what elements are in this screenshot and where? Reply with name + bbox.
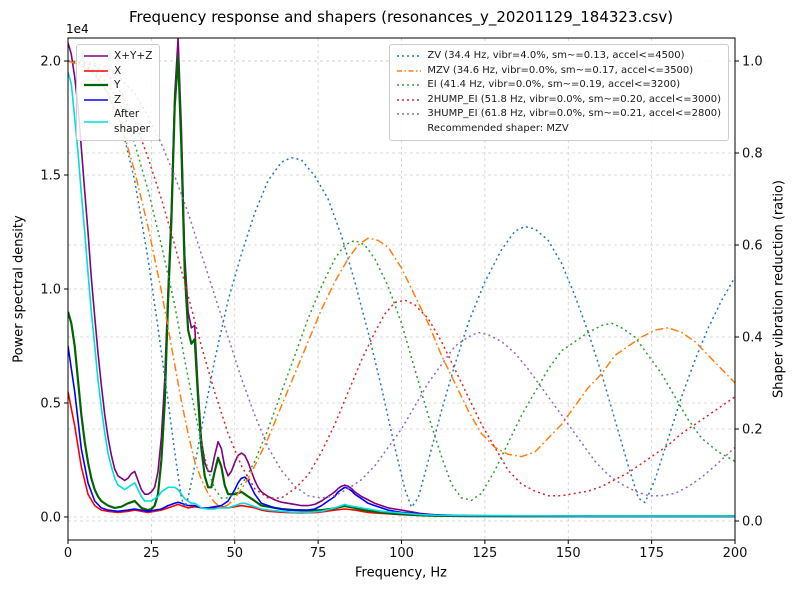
curve-psd-y bbox=[68, 55, 735, 518]
curves bbox=[68, 38, 735, 518]
legend-entry-ei: EI (41.4 Hz, vibr=0.0%, sm~=0.19, accel<… bbox=[396, 78, 721, 93]
x-tick-label: 150 bbox=[556, 546, 581, 561]
zv-line-swatch bbox=[397, 55, 422, 57]
y-line-swatch bbox=[84, 84, 108, 87]
y-right-tick-label: 0.6 bbox=[742, 239, 763, 254]
2hump-ei-line-swatch bbox=[397, 99, 422, 101]
y-right-tick-label: 0.8 bbox=[742, 147, 763, 162]
curve-psd-z bbox=[68, 345, 735, 518]
legend-entry-y: Y bbox=[83, 78, 152, 93]
y-right-tick-label: 0.2 bbox=[742, 423, 763, 438]
x-axis-label: Frequency, Hz bbox=[354, 565, 448, 581]
xyz-line-swatch bbox=[84, 55, 108, 58]
tick-labels: 0 25 50 75 100 125 150 175 200 0.0 0.5 1.0 1.5 2.0 0.0… bbox=[40, 55, 762, 561]
curve-shaper-3hump-ei bbox=[68, 60, 735, 499]
legend-label: X+Y+Z bbox=[114, 50, 153, 62]
legend-entry-2hump-ei: 2HUMP_EI (51.8 Hz, vibr=0.0%, sm~=0.20, … bbox=[396, 93, 721, 108]
legend-shapers: ZV (34.4 Hz, vibr=4.0%, sm~=0.13, accel<… bbox=[389, 44, 729, 141]
y-axis-offset-text: 1e4 bbox=[66, 22, 89, 36]
x-tick-label: 175 bbox=[639, 546, 664, 561]
3hump-ei-line-swatch bbox=[397, 113, 422, 115]
curve-shaper-mzv bbox=[68, 60, 735, 508]
y-right-tick-label: 0.0 bbox=[742, 515, 763, 530]
recommended-shaper-text: Recommended shaper: MZV bbox=[427, 122, 569, 134]
legend-entry-xyz: X+Y+Z bbox=[83, 49, 152, 64]
legend-entry-3hump-ei: 3HUMP_EI (61.8 Hz, vibr=0.0%, sm~=0.21, … bbox=[396, 107, 721, 122]
x-tick-label: 75 bbox=[310, 546, 327, 561]
y-left-tick-label: 0.5 bbox=[40, 396, 61, 411]
x-tick-label: 50 bbox=[226, 546, 243, 561]
mzv-line-swatch bbox=[397, 70, 422, 72]
legend-psd: X+Y+Z X Y Z After shaper bbox=[76, 44, 161, 141]
curve-shaper-zv bbox=[68, 60, 735, 508]
legend-label: 3HUMP_EI (61.8 Hz, vibr=0.0%, sm~=0.21, … bbox=[427, 108, 721, 119]
after-shaper-line-swatch bbox=[84, 120, 108, 123]
y-left-tick-label: 2.0 bbox=[40, 55, 61, 70]
x-tick-label: 0 bbox=[64, 546, 72, 561]
legend-entry-after-shaper: After shaper bbox=[83, 107, 152, 136]
y-left-tick-label: 0.0 bbox=[40, 510, 61, 525]
curve-psd-after-shaper bbox=[68, 72, 735, 517]
legend-entry-z: Z bbox=[83, 93, 152, 108]
y-axis-right-label: Shaper vibration reduction (ratio) bbox=[771, 180, 787, 398]
legend-label: MZV (34.6 Hz, vibr=0.0%, sm~=0.17, accel… bbox=[427, 64, 694, 76]
y-right-tick-label: 0.4 bbox=[742, 331, 763, 346]
y-left-tick-label: 1.0 bbox=[40, 283, 61, 298]
curve-shaper-ei bbox=[68, 60, 735, 502]
x-tick-label: 125 bbox=[472, 546, 497, 561]
legend-label: EI (41.4 Hz, vibr=0.0%, sm~=0.19, accel<… bbox=[427, 79, 681, 90]
x-tick-label: 25 bbox=[143, 546, 160, 561]
y-axis-left-label: Power spectral density bbox=[11, 215, 27, 363]
ei-line-swatch bbox=[397, 84, 422, 86]
legend-label: 2HUMP_EI (51.8 Hz, vibr=0.0%, sm~=0.20, … bbox=[427, 93, 721, 105]
legend-entry-x: X bbox=[83, 64, 152, 79]
legend-label: Z bbox=[114, 93, 122, 106]
legend-label: ZV (34.4 Hz, vibr=4.0%, sm~=0.13, accel<… bbox=[427, 50, 685, 61]
x-tick-label: 200 bbox=[723, 546, 748, 561]
legend-entry-zv: ZV (34.4 Hz, vibr=4.0%, sm~=0.13, accel<… bbox=[396, 49, 721, 64]
x-tick-label: 100 bbox=[389, 546, 414, 561]
y-right-tick-label: 1.0 bbox=[742, 55, 763, 70]
x-line-swatch bbox=[84, 69, 108, 72]
legend-label: X bbox=[114, 64, 122, 77]
z-line-swatch bbox=[84, 98, 108, 101]
legend-label: After shaper bbox=[114, 108, 151, 135]
y-left-tick-label: 1.5 bbox=[40, 169, 61, 184]
legend-label: Y bbox=[114, 79, 121, 91]
curve-psd-xyz bbox=[68, 38, 735, 517]
chart-title: Frequency response and shapers (resonanc… bbox=[128, 8, 674, 26]
legend-entry-mzv: MZV (34.6 Hz, vibr=0.0%, sm~=0.17, accel… bbox=[396, 64, 721, 79]
